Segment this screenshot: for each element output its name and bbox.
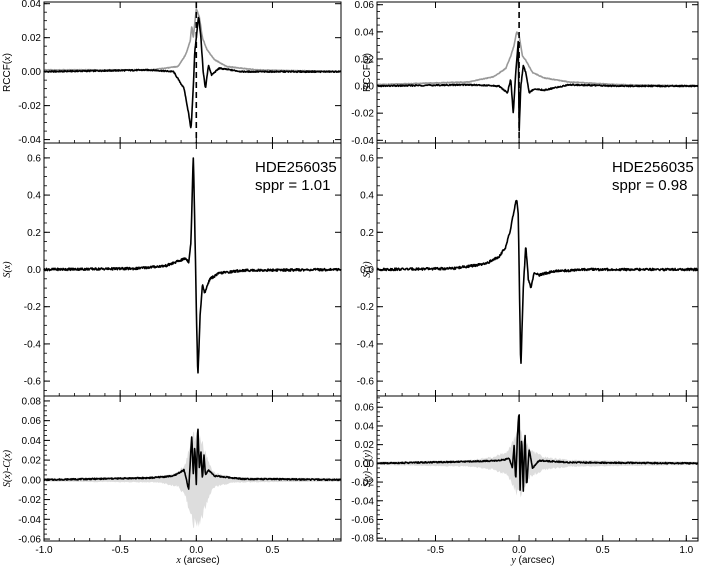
y-tick-label: 0.4 [27, 191, 41, 202]
panel-rccf-y: -0.04 -0.02 0.00 0.02 0.04 0.06 RCCF(y) [351, 0, 699, 147]
y-tick-label: 0.08 [22, 396, 42, 407]
y-tick-label: 0.00 [355, 82, 375, 93]
series-line-primary [376, 414, 699, 492]
annotation-star-name-right: HDE256035 [612, 159, 694, 176]
y-tick-label: 0.02 [355, 440, 375, 451]
annotation-star-name-left: HDE256035 [255, 159, 337, 176]
left-column: -0.04 -0.02 0.00 0.02 0.04 RCCF(x) -0.6 -0.4 -0… [2, 0, 342, 566]
y-axis-label: S(y) [362, 261, 373, 278]
y-tick-label: 0.00 [355, 459, 375, 470]
panel-rccf-x: -0.04 -0.02 0.00 0.02 0.04 RCCF(x) [2, 0, 342, 146]
y-tick-label: 0.06 [22, 416, 42, 427]
x-axis-label-left: x (arcsec) [175, 555, 219, 566]
y-tick-label: 0.06 [355, 403, 375, 414]
y-tick-label: 0.2 [360, 228, 374, 239]
y-tick-label: -0.08 [351, 534, 374, 545]
y-tick-label: 0.4 [360, 191, 374, 202]
y-tick-label: -0.2 [357, 302, 375, 313]
y-tick-label: 0.00 [22, 475, 42, 486]
annotation-sppr-left: sppr = 1.01 [255, 177, 330, 194]
uncertainty-band [44, 431, 341, 529]
series-line-primary [43, 157, 342, 374]
y-tick-label: 0.06 [355, 0, 375, 11]
panel-frame [376, 395, 699, 542]
y-tick-label: 0.00 [22, 67, 42, 78]
y-tick-label: -0.02 [351, 478, 374, 489]
y-tick-label: -0.06 [351, 515, 374, 526]
x-tick-label: -1.0 [35, 545, 53, 556]
y-tick-label: -0.02 [351, 109, 374, 120]
series-line-secondary [376, 31, 699, 88]
y-tick-label: -0.04 [351, 136, 374, 147]
y-tick-label: 0.04 [355, 421, 375, 432]
x-tick-label: -0.5 [112, 545, 130, 556]
y-tick-label: -0.2 [24, 302, 42, 313]
panel-frame [43, 395, 342, 542]
y-tick-label: 0.6 [27, 153, 41, 164]
y-tick-label: -0.4 [24, 339, 42, 350]
series-line-primary [376, 199, 699, 364]
y-axis-label: S(x)-C(x) [2, 449, 13, 487]
y-axis-label: RCCF(y) [362, 53, 373, 92]
y-tick-label: -0.6 [24, 377, 42, 388]
x-tick-label: 0.5 [596, 545, 610, 556]
series-line-primary [376, 40, 699, 132]
x-tick-label: 0.5 [266, 545, 280, 556]
series-line-primary [43, 16, 342, 129]
y-tick-label: 0.04 [22, 0, 42, 10]
y-tick-label: -0.04 [18, 515, 41, 526]
x-tick-label: 0.0 [189, 545, 203, 556]
y-tick-label: -0.04 [18, 135, 41, 146]
y-tick-label: 0.02 [355, 54, 375, 65]
x-tick-label: -0.5 [427, 545, 445, 556]
y-tick-label: -0.02 [18, 495, 41, 506]
y-tick-label: -0.4 [357, 339, 375, 350]
y-axis-label: S(x) [2, 261, 13, 278]
right-column: -0.04 -0.02 0.00 0.02 0.04 0.06 RCCF(y) -0.6 -0… [351, 0, 699, 566]
y-tick-label: 0.2 [27, 228, 41, 239]
x-tick-label: 0.0 [512, 545, 526, 556]
y-tick-label: 0.0 [360, 265, 374, 276]
y-tick-label: -0.02 [18, 101, 41, 112]
y-tick-label: 0.6 [360, 153, 374, 164]
panel-frame [376, 1, 699, 144]
y-axis-label: S(y)-C(y) [362, 449, 373, 487]
y-tick-label: -0.6 [357, 377, 375, 388]
y-axis-label: RCCF(x) [2, 53, 13, 92]
y-tick-label: 0.0 [27, 265, 41, 276]
series-line-primary [43, 428, 342, 490]
y-tick-label: 0.04 [355, 27, 375, 38]
y-tick-label: 0.02 [22, 33, 42, 44]
x-axis-label-right: y (arcsec) [510, 555, 554, 566]
y-tick-label: 0.04 [22, 436, 42, 447]
panel-diff-x: -0.06 -0.04 -0.02 0.00 0.02 0.04 0.06 0.08 -1.0 -… [2, 395, 342, 556]
y-tick-label: -0.04 [351, 496, 374, 507]
series-line-secondary [43, 8, 342, 73]
y-tick-label: -0.06 [18, 535, 41, 546]
x-tick-label: 1.0 [679, 545, 693, 556]
panel-diff-y: -0.08 -0.06 -0.04 -0.02 0.00 0.02 0.04 0.06 -0.5… [351, 395, 699, 556]
annotation-sppr-right: sppr = 0.98 [612, 177, 687, 194]
y-tick-label: 0.02 [22, 456, 42, 467]
